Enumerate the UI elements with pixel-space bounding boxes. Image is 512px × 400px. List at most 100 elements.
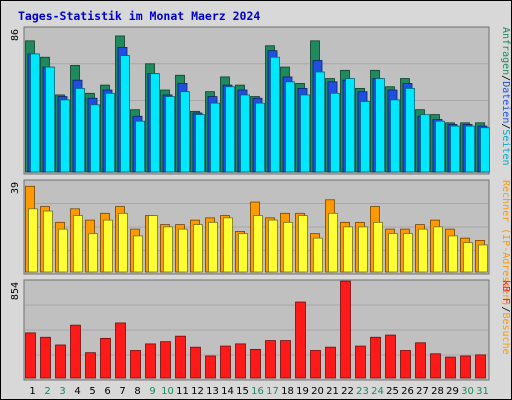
right-label-segment: kB F — [500, 280, 511, 304]
bar-kb-f-day-24 — [370, 336, 381, 379]
bar-kb-f-day-14 — [220, 345, 231, 379]
bar-seiten-day-28 — [435, 120, 445, 173]
bar-kb-f-day-23 — [355, 345, 366, 379]
bar-seiten-day-18 — [285, 81, 295, 173]
bar-seiten-day-27 — [420, 114, 430, 173]
x-tick-label: 29 — [446, 386, 459, 397]
x-tick-label: 24 — [371, 386, 384, 397]
bar-rechner-day-26 — [403, 233, 413, 273]
x-tick-label: 1 — [29, 386, 35, 397]
bar-rechner-day-5 — [88, 233, 98, 273]
panel-requests-ymax-label: 86 — [10, 29, 21, 41]
bar-seiten-day-20 — [315, 71, 325, 173]
panel-traffic: 854 — [10, 279, 490, 381]
x-tick-label: 18 — [281, 386, 294, 397]
bar-rechner-day-12 — [193, 224, 203, 273]
bar-seiten-day-3 — [60, 99, 70, 173]
chart-panels: 86 39 854 — [10, 26, 490, 381]
bar-kb-f-day-20 — [310, 350, 321, 379]
bar-rechner-day-9 — [148, 215, 158, 273]
bar-kb-f-day-22 — [340, 280, 351, 379]
bar-kb-f-day-10 — [160, 341, 171, 379]
bar-seiten-day-13 — [210, 102, 220, 173]
bar-rechner-day-30 — [463, 242, 473, 273]
bar-rechner-day-4 — [73, 215, 83, 273]
x-tick-label: 3 — [59, 386, 65, 397]
x-tick-label: 10 — [161, 386, 174, 397]
right-label-segment: Dateien — [500, 81, 511, 123]
bar-seiten-day-12 — [195, 114, 205, 173]
x-tick-label: 7 — [119, 386, 125, 397]
bar-rechner-day-28 — [433, 226, 443, 273]
x-axis-ticks: 1 2 3 4 5 6 7 8 9 10 11 12 13 14 15 16 17 18 19 20 21 22 23 24 2… — [29, 386, 489, 397]
bar-kb-f-day-25 — [385, 334, 396, 379]
x-tick-label: 5 — [89, 386, 95, 397]
x-tick-label: 28 — [431, 386, 444, 397]
bar-seiten-day-30 — [465, 125, 475, 173]
bar-kb-f-day-2 — [40, 336, 51, 379]
x-tick-label: 31 — [476, 386, 489, 397]
right-side-labels: Anfragen/Dateien/Seiten Rechner (IP-Adres… — [500, 27, 511, 355]
panel-visits-ymax-label: 39 — [10, 182, 21, 194]
x-tick-label: 17 — [266, 386, 279, 397]
bar-seiten-day-4 — [75, 87, 85, 173]
x-tick-label: 16 — [251, 386, 264, 397]
bar-kb-f-day-28 — [430, 353, 441, 379]
bar-rechner-day-7 — [118, 212, 128, 273]
bar-rechner-day-16 — [253, 215, 263, 273]
right-label-bottom: kB F — [500, 280, 511, 304]
bar-seiten-day-2 — [45, 66, 55, 173]
x-tick-label: 15 — [236, 386, 249, 397]
x-tick-label: 2 — [44, 386, 50, 397]
bar-kb-f-day-26 — [400, 350, 411, 379]
x-tick-label: 22 — [341, 386, 354, 397]
bar-kb-f-day-3 — [55, 344, 66, 379]
bar-rechner-day-20 — [313, 237, 323, 273]
bar-kb-f-day-5 — [85, 352, 96, 379]
bar-kb-f-day-11 — [175, 335, 186, 379]
bar-rechner-day-6 — [103, 219, 113, 273]
bar-seiten-day-29 — [450, 125, 460, 173]
bar-seiten-day-8 — [135, 120, 145, 173]
right-label-segment: Besuche — [500, 312, 511, 354]
x-tick-label: 13 — [206, 386, 219, 397]
bar-seiten-day-19 — [300, 94, 310, 173]
bar-rechner-day-17 — [268, 219, 278, 273]
bar-rechner-day-31 — [478, 244, 488, 273]
bar-rechner-day-3 — [58, 228, 68, 273]
right-label-top: Anfragen/Dateien/Seiten — [500, 27, 511, 166]
bar-rechner-day-19 — [298, 215, 308, 273]
x-tick-label: 12 — [191, 386, 204, 397]
bar-rechner-day-8 — [133, 235, 143, 273]
bar-seiten-day-9 — [150, 73, 160, 173]
x-tick-label: 4 — [74, 386, 80, 397]
bar-rechner-day-11 — [178, 228, 188, 273]
x-tick-label: 9 — [149, 386, 155, 397]
bar-seiten-day-16 — [255, 102, 265, 173]
bar-kb-f-day-7 — [115, 322, 126, 379]
bar-rechner-day-10 — [163, 226, 173, 273]
bar-seiten-day-26 — [405, 87, 415, 173]
x-tick-label: 19 — [296, 386, 309, 397]
bar-kb-f-day-21 — [325, 346, 336, 379]
bar-kb-f-day-16 — [250, 348, 261, 379]
bar-rechner-day-29 — [448, 235, 458, 273]
panel-visits: 39 — [10, 179, 490, 275]
x-tick-label: 27 — [416, 386, 429, 397]
panel-requests: 86 — [10, 26, 490, 175]
bar-seiten-day-22 — [345, 78, 355, 173]
bar-rechner-day-21 — [328, 212, 338, 273]
bar-seiten-day-11 — [180, 91, 190, 173]
bar-kb-f-day-13 — [205, 355, 216, 379]
x-tick-label: 20 — [311, 386, 324, 397]
x-tick-label: 6 — [104, 386, 110, 397]
bar-seiten-day-21 — [330, 92, 340, 173]
series-kb-f — [25, 280, 486, 379]
bar-seiten-day-10 — [165, 96, 175, 173]
bar-seiten-day-24 — [375, 78, 385, 173]
bar-seiten-day-25 — [390, 99, 400, 173]
bar-seiten-day-15 — [240, 94, 250, 173]
right-label-middle: Rechner (IP-Adressen)/Besuche — [500, 180, 511, 355]
x-tick-label: 21 — [326, 386, 339, 397]
bar-rechner-day-25 — [388, 233, 398, 273]
